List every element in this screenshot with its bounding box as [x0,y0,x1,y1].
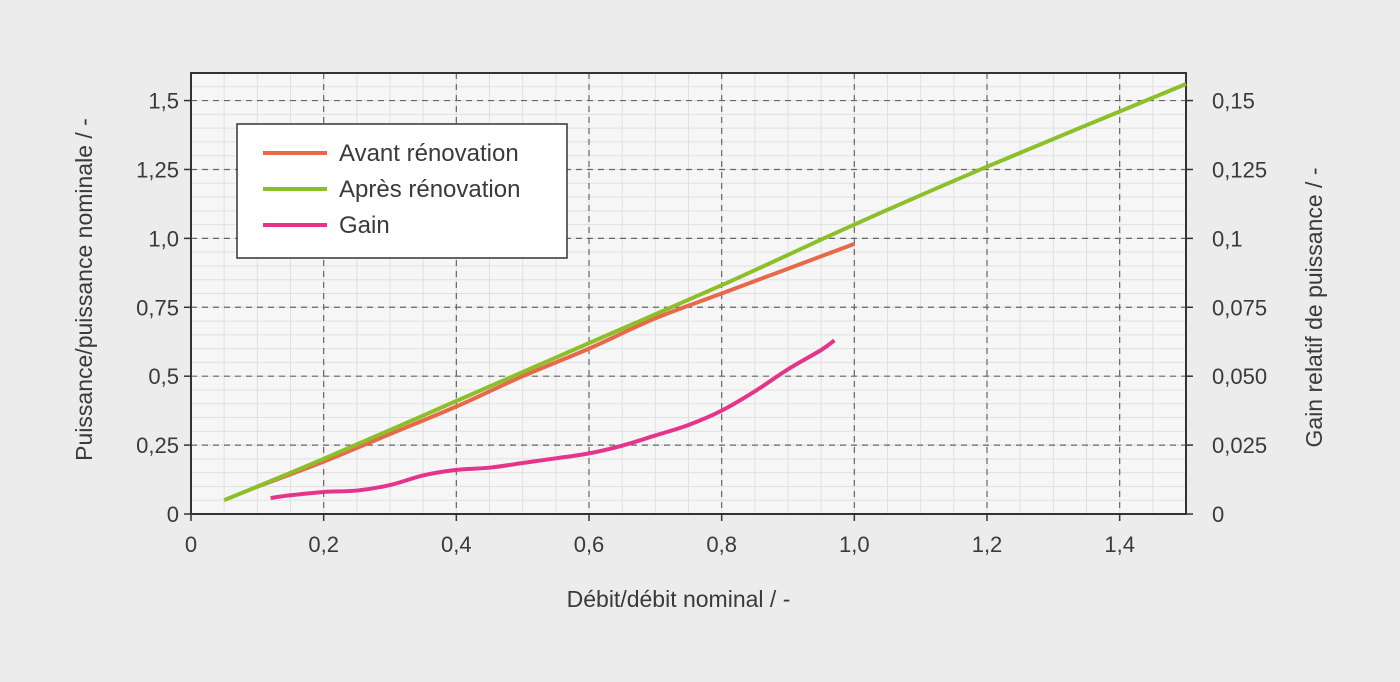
y2-tick-label: 0,125 [1212,157,1267,182]
y-axis-title: Puissance/puissance nominale / - [71,118,97,461]
y2-tick-label: 0 [1212,502,1224,527]
series-line-apres-renovation [223,82,1187,503]
legend-label-apres-renovation: Après rénovation [339,176,520,203]
y2-tick-label: 0,050 [1212,364,1267,389]
y2-axis-title: Gain relatif de puissance / - [1301,168,1327,448]
y2-tick-label: 0,075 [1212,295,1267,320]
y-tick-label: 1,25 [136,157,179,182]
y-tick-label: 0,5 [148,364,179,389]
axis-ticks: 0 0,2 0,4 0,6 0,8 1,0 1,2 1,4 0 0,25 0,5 0,75 1,0 1,2… [136,89,1267,557]
x-tick-label: 0 [185,532,197,557]
series-line-avant-renovation [249,242,856,492]
x-tick-label: 1,0 [839,532,870,557]
x-axis-title: Débit/débit nominal / - [567,586,791,612]
legend-label-avant-renovation: Avant rénovation [339,140,519,167]
y-tick-label: 1,0 [148,226,179,251]
x-tick-label: 0,8 [706,532,737,557]
series-line-gain [270,338,836,500]
x-tick-label: 0,6 [574,532,605,557]
y2-tick-label: 0,025 [1212,433,1267,458]
y-tick-label: 0 [167,502,179,527]
x-tick-label: 1,2 [972,532,1003,557]
x-tick-label: 0,4 [441,532,472,557]
x-tick-label: 0,2 [308,532,339,557]
series-layer [223,82,1187,503]
y-tick-label: 1,5 [148,89,179,114]
axis-labels: Débit/débit nominal / - Puissance/puissa… [71,118,1327,612]
y-tick-label: 0,75 [136,295,179,320]
y2-tick-label: 0,15 [1212,89,1255,114]
y2-tick-label: 0,1 [1212,226,1243,251]
x-tick-label: 1,4 [1104,532,1135,557]
major-grid [191,73,1186,514]
legend-label-gain: Gain [339,212,390,239]
plot-frame [190,72,1187,515]
y-tick-label: 0,25 [136,433,179,458]
legend: Avant rénovation Après rénovation Gain [236,123,568,259]
